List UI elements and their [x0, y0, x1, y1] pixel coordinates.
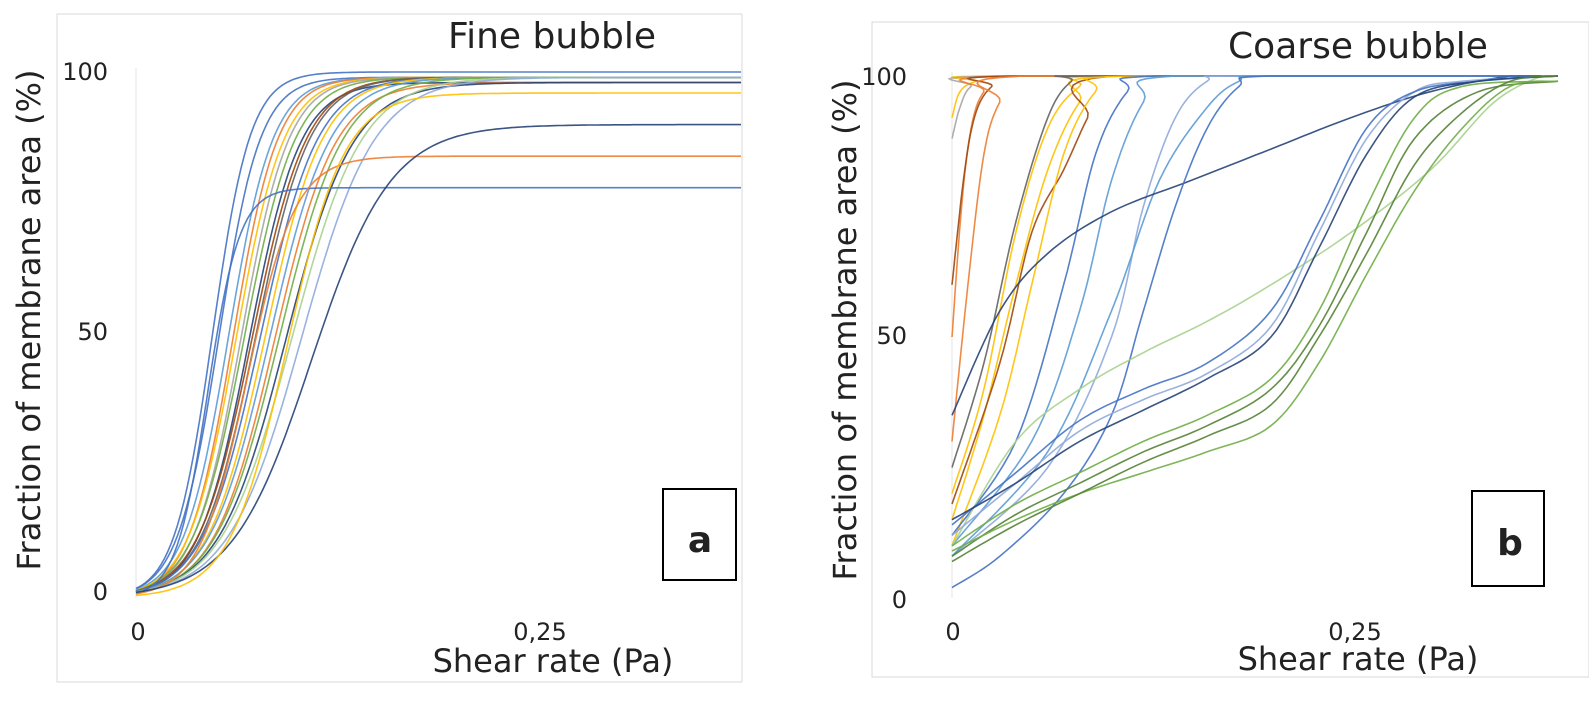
series-line-23	[951, 80, 1559, 552]
series-line-6	[951, 75, 1558, 494]
panel-label: b	[1497, 523, 1523, 564]
series-line-14	[135, 81, 741, 594]
series-line-22	[135, 92, 741, 597]
series-line-19	[951, 75, 1559, 526]
x-tick-label: 0,25	[1328, 618, 1381, 646]
series-line-12	[951, 75, 1558, 547]
series-line-14	[951, 75, 1558, 557]
series-line-15	[135, 76, 741, 594]
series-line-10	[951, 75, 1558, 547]
y-tick-label: 0	[892, 586, 907, 614]
x-axis-label: Shear rate (Pa)	[1238, 640, 1479, 678]
x-tick-label: 0	[130, 618, 145, 646]
y-tick-label: 0	[93, 578, 108, 606]
series-group	[947, 75, 1559, 589]
y-tick-label: 50	[876, 322, 907, 350]
series-line-20	[951, 75, 1559, 521]
series-line-7	[951, 75, 1558, 520]
series-line-1	[135, 71, 741, 590]
y-tick-label: 100	[62, 58, 108, 86]
chart-frame	[56, 13, 743, 683]
y-axis-label: Fraction of membrane area (%)	[826, 79, 864, 580]
series-line-8	[951, 75, 1558, 468]
series-line-4	[951, 75, 1558, 285]
panel-label-box	[1471, 490, 1545, 587]
series-line-19	[135, 186, 741, 595]
series-line-21	[951, 80, 1559, 547]
series-line-16	[951, 75, 1558, 589]
series-line-11	[951, 75, 1558, 536]
chart-panel-b: Coarse bubble 0 50 100 0 0,25 Shear rate (Pa) F…	[815, 0, 1589, 697]
chart-title: Fine bubble	[448, 16, 656, 57]
panel-label-box	[662, 488, 737, 581]
series-line-21	[135, 123, 741, 594]
series-line-15	[951, 75, 1558, 416]
chart-title: Coarse bubble	[1228, 26, 1488, 67]
series-group	[135, 71, 741, 597]
series-line-18	[951, 75, 1559, 537]
series-line-24	[951, 75, 1559, 563]
series-line-13	[951, 75, 1558, 557]
series-line-22	[951, 80, 1559, 557]
panel-label: a	[688, 520, 712, 561]
y-tick-label: 100	[861, 63, 907, 91]
chart-frame	[871, 21, 1589, 678]
series-line-17	[951, 75, 1558, 547]
x-tick-label: 0	[945, 618, 960, 646]
x-tick-label: 0,25	[513, 618, 566, 646]
x-axis-label: Shear rate (Pa)	[433, 642, 674, 680]
series-line-16	[135, 81, 741, 593]
y-axis-label: Fraction of membrane area (%)	[10, 69, 48, 570]
chart-panel-a: Fine bubble 0 50 100 0 0,25 Shear rate (Pa) Fra…	[0, 0, 760, 697]
series-line-20	[135, 155, 741, 595]
y-tick-label: 50	[77, 318, 108, 346]
